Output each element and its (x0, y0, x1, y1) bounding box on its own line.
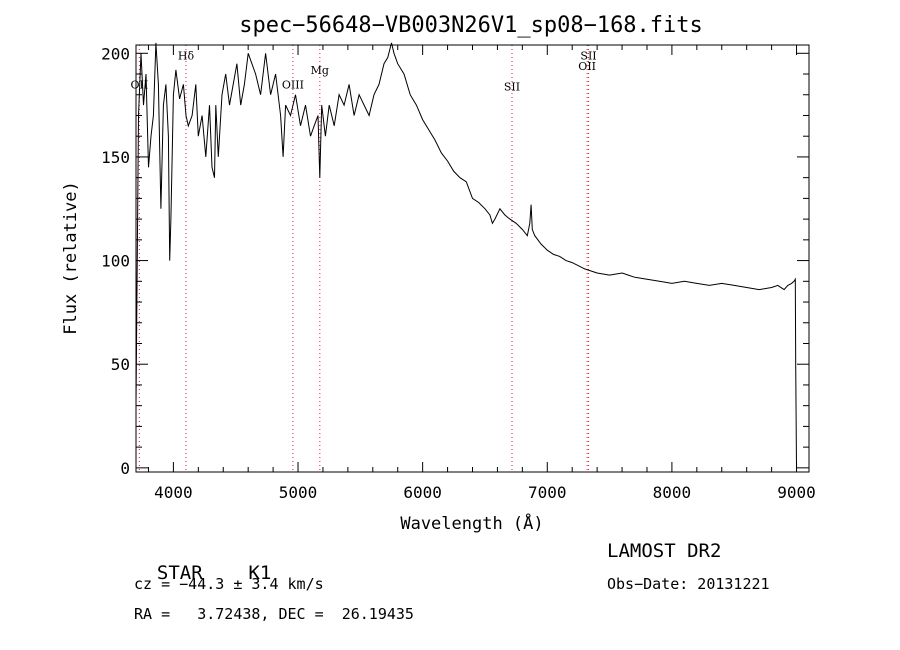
coords-label: RA = 3.72438, DEC = 26.19435 (134, 605, 414, 623)
x-tick-label: 6000 (403, 483, 442, 502)
subclass: K1 (248, 562, 272, 584)
x-tick-label: 9000 (777, 483, 816, 502)
x-axis-label: Wavelength (Å) (400, 512, 543, 534)
x-tick-label: 5000 (279, 483, 318, 502)
line-label: OII (578, 60, 596, 73)
y-tick-label: 200 (101, 44, 130, 63)
y-tick-label: 100 (101, 252, 130, 271)
y-tick-label: 50 (111, 355, 130, 374)
y-tick-label: 150 (101, 148, 130, 167)
class-label: STAR K1 (134, 540, 271, 584)
plot-frame (135, 44, 810, 473)
line-markers (138, 45, 590, 472)
survey-label: LAMOST DR2 (607, 540, 722, 562)
spectrum-line (135, 42, 797, 468)
line-label: Hδ (178, 50, 195, 63)
velocity-label: cz = −44.3 ± 3.4 km/s (134, 575, 324, 593)
line-label: OIII (282, 79, 304, 92)
line-label: SII (580, 50, 596, 63)
y-tick-labels: 0 50 100 150 200 (101, 44, 130, 478)
obs-date-label: Obs−Date: 20131221 (607, 575, 770, 593)
chart-title: spec−56648−VB003N26V1_sp08−168.fits (239, 13, 703, 38)
line-label: Mg (311, 64, 329, 77)
x-tick-labels: 4000 5000 6000 7000 8000 9000 (154, 483, 816, 502)
y-axis-label: Flux (relative) (61, 181, 81, 335)
line-label: OII (131, 79, 149, 92)
y-tick-label: 0 (120, 459, 130, 478)
axis-ticks (136, 45, 809, 472)
line-label: SII (504, 81, 520, 94)
x-tick-label: 7000 (528, 483, 567, 502)
star-class: STAR (156, 562, 203, 584)
x-tick-label: 8000 (653, 483, 692, 502)
x-tick-label: 4000 (154, 483, 193, 502)
